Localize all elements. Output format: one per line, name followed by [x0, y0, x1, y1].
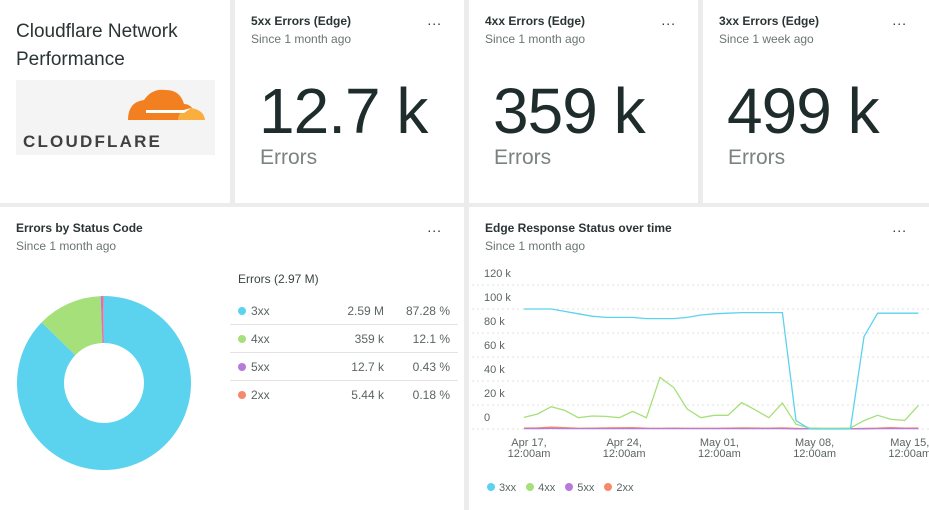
legend-label: 2xx [616, 482, 634, 494]
status-label: 5xx [251, 359, 270, 374]
dashboard-title: Cloudflare Network Performance [16, 21, 178, 70]
more-menu-button[interactable]: ... [661, 12, 676, 28]
total-label: Errors (2.97 M) [238, 272, 319, 286]
legend-item-4xx[interactable]: 4xx [526, 482, 555, 494]
legend-dot-icon [238, 306, 246, 315]
series-line-4xx[interactable] [523, 376, 919, 429]
kpi-subtitle: Since 1 month ago [251, 32, 352, 46]
status-percent: 87.28 % [392, 297, 458, 325]
legend-label: 4xx [538, 482, 556, 494]
legend-dot-icon [565, 483, 574, 491]
kpi-card-4xx: 4xx Errors (Edge) Since 1 month ago ... … [469, 0, 698, 203]
status-label-cell: 4xx [230, 324, 316, 353]
status-label: 3xx [251, 303, 270, 318]
kpi-title: 5xx Errors (Edge) [251, 14, 352, 28]
status-percent: 0.43 % [392, 352, 458, 381]
donut-slice-2xx[interactable] [102, 296, 104, 344]
status-label: 4xx [251, 331, 270, 346]
x-tick-label: 12:00am [888, 448, 929, 460]
kpi-value: 499 k [727, 75, 880, 147]
more-menu-button[interactable]: ... [427, 219, 442, 235]
series-line-3xx[interactable] [524, 308, 919, 430]
kpi-unit: Errors [494, 146, 552, 169]
y-tick-label: 60 k [484, 340, 505, 352]
x-tick-label: Apr 17, [511, 437, 546, 449]
status-value: 5.44 k [351, 387, 384, 402]
status-percent: 12.1 % [392, 324, 458, 353]
status-label-cell: 2xx [230, 381, 316, 409]
more-menu-button[interactable]: ... [427, 12, 442, 28]
table-row[interactable]: 3xx 2.59 M 87.28 % [230, 297, 458, 325]
chart-subtitle: Since 1 month ago [16, 239, 117, 253]
legend-label: 3xx [499, 482, 517, 494]
donut-chart [16, 296, 191, 470]
y-tick-label: 40 k [484, 364, 505, 376]
y-tick-label: 120 k [484, 268, 511, 280]
status-value: 12.7 k [316, 352, 392, 381]
kpi-subtitle: Since 1 month ago [485, 32, 586, 46]
x-tick-label: 12:00am [793, 448, 836, 460]
legend-dot-icon [526, 483, 535, 491]
kpi-card-3xx: 3xx Errors (Edge) Since 1 week ago ... 4… [703, 0, 929, 203]
legend-dot-icon [238, 362, 246, 371]
status-percent: 0.18 % [412, 387, 450, 402]
kpi-subtitle: Since 1 week ago [719, 32, 814, 46]
x-tick-label: 12:00am [698, 448, 741, 460]
donut-slice-3xx[interactable] [16, 296, 191, 470]
x-tick-label: May 15, [890, 437, 929, 449]
legend-label: 5xx [577, 482, 595, 494]
kpi-value: 12.7 k [259, 75, 428, 147]
donut-slice-4xx[interactable] [41, 296, 103, 356]
table-row[interactable]: 4xx 359 k 12.1 % [230, 324, 458, 353]
status-label-cell: 5xx [230, 352, 316, 381]
more-menu-button[interactable]: ... [892, 219, 907, 235]
chart-legend: 3xx 4xx 5xx 2xx [487, 482, 634, 494]
y-tick-label: 0 [484, 412, 490, 424]
cloudflare-cloud-icon: CLOUDFLARE [23, 89, 205, 151]
y-tick-label: 80 k [484, 316, 505, 328]
y-tick-label: 100 k [484, 292, 511, 304]
legend-dot-icon [487, 483, 495, 491]
x-tick-label: Apr 24, [606, 437, 641, 449]
legend-dot-icon [238, 334, 246, 343]
svg-text:CLOUDFLARE: CLOUDFLARE [23, 132, 162, 151]
edge-response-card: Edge Response Status over time Since 1 m… [469, 207, 929, 510]
x-tick-label: May 01, [700, 437, 739, 449]
status-value: 359 k [316, 324, 392, 353]
legend-item-3xx[interactable]: 3xx [487, 482, 516, 494]
cloudflare-logo: CLOUDFLARE [16, 80, 215, 155]
chart-subtitle: Since 1 month ago [485, 239, 586, 253]
kpi-unit: Errors [728, 146, 786, 169]
status-label-cell: 3xx [230, 297, 316, 325]
chart-title: Edge Response Status over time [485, 221, 672, 235]
kpi-title: 3xx Errors (Edge) [719, 14, 820, 28]
status-label: 2xx [251, 387, 270, 402]
status-value: 2.59 M [316, 297, 392, 325]
dashboard-title-card: Cloudflare Network Performance CLOUDFLAR… [0, 0, 230, 203]
legend-dot-icon [604, 483, 613, 491]
table-row[interactable]: 5xx 12.7 k 0.43 % [230, 352, 458, 381]
x-tick-label: May 08, [795, 437, 834, 449]
more-menu-button[interactable]: ... [892, 12, 907, 28]
errors-by-status-card: Errors by Status Code Since 1 month ago … [0, 207, 464, 510]
legend-dot-icon [238, 390, 246, 399]
legend-item-5xx[interactable]: 5xx [565, 482, 594, 494]
legend-item-2xx[interactable]: 2xx [604, 482, 634, 494]
kpi-card-5xx: 5xx Errors (Edge) Since 1 month ago ... … [235, 0, 464, 203]
donut-slice-5xx[interactable] [100, 296, 104, 344]
kpi-unit: Errors [260, 146, 318, 169]
chart-title: Errors by Status Code [16, 221, 143, 235]
kpi-value: 359 k [493, 75, 646, 147]
table-row[interactable]: 2xx 5.44 k 0.18 % [230, 381, 458, 409]
y-tick-label: 20 k [484, 388, 505, 400]
kpi-title: 4xx Errors (Edge) [485, 14, 586, 28]
x-tick-label: 12:00am [508, 448, 551, 460]
x-tick-label: 12:00am [603, 448, 646, 460]
